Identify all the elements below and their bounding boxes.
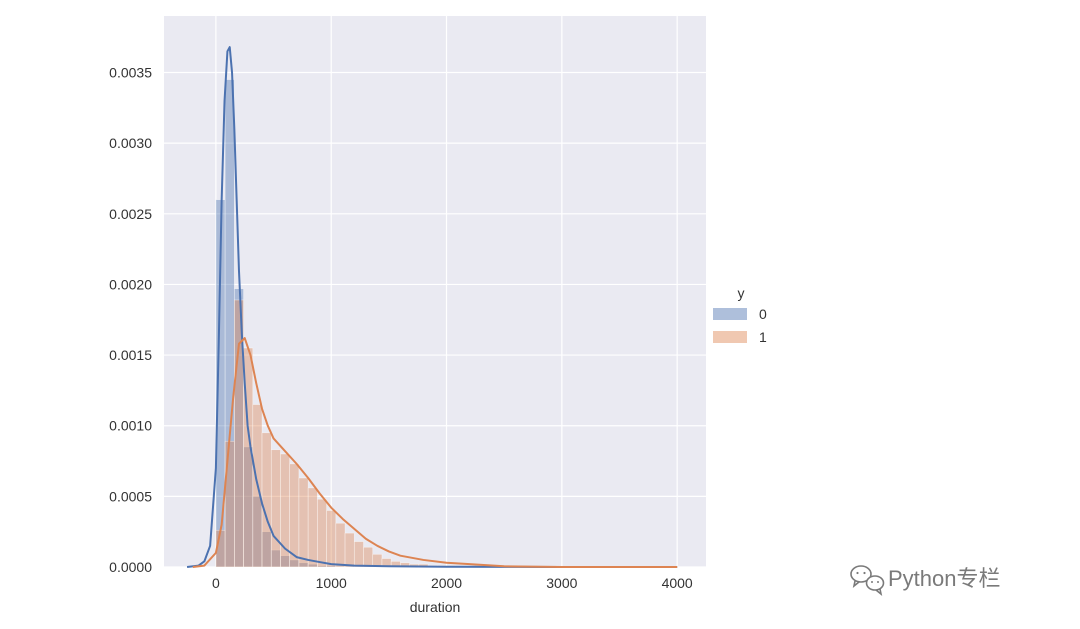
bar-series-1 — [307, 487, 318, 568]
bar-series-1 — [289, 463, 300, 568]
wechat-icon — [850, 565, 885, 596]
x-tick-label: 0 — [212, 575, 220, 591]
watermark-text: Python专栏 — [888, 566, 1001, 591]
x-tick-label: 1000 — [316, 575, 347, 591]
kde-line-series-1 — [192, 337, 678, 568]
legend-label-0: 0 — [759, 306, 767, 322]
bar-series-1 — [270, 449, 281, 568]
x-tick-label: 2000 — [431, 575, 462, 591]
plot-background — [164, 16, 706, 567]
bar-series-1 — [363, 546, 374, 568]
kde-line-series-0 — [186, 46, 678, 568]
legend-swatch-1 — [713, 331, 747, 343]
legend: y 0 1 — [713, 285, 767, 345]
bar-series-1 — [344, 532, 355, 568]
legend-title: y — [738, 285, 745, 301]
x-axis-label: duration — [410, 599, 461, 615]
y-tick-label: 0.0020 — [109, 276, 152, 292]
y-tick-label: 0.0025 — [109, 206, 152, 222]
legend-swatch-0 — [713, 308, 747, 320]
tick-labels: 0 1000 2000 3000 4000 0.0000 0.0005 0.0010 0.001… — [109, 65, 693, 591]
bar-series-1 — [298, 477, 309, 568]
bar-series-1 — [261, 432, 272, 568]
y-tick-label: 0.0000 — [109, 559, 152, 575]
grid — [164, 16, 706, 568]
bar-series-1 — [224, 440, 235, 568]
y-tick-label: 0.0015 — [109, 347, 152, 363]
kde-curves — [186, 46, 678, 568]
bar-series-1 — [317, 498, 327, 568]
histogram-bars — [215, 79, 457, 568]
bar-series-1 — [326, 510, 337, 568]
y-tick-label: 0.0030 — [109, 135, 152, 151]
x-tick-label: 4000 — [662, 575, 693, 591]
y-tick-label: 0.0035 — [109, 65, 152, 81]
watermark: Python专栏 — [850, 565, 1001, 596]
x-tick-label: 3000 — [546, 575, 577, 591]
y-tick-label: 0.0010 — [109, 418, 152, 434]
bar-series-1 — [353, 541, 364, 568]
y-tick-label: 0.0005 — [109, 488, 152, 504]
legend-label-1: 1 — [759, 329, 767, 345]
bar-series-1 — [335, 522, 346, 568]
